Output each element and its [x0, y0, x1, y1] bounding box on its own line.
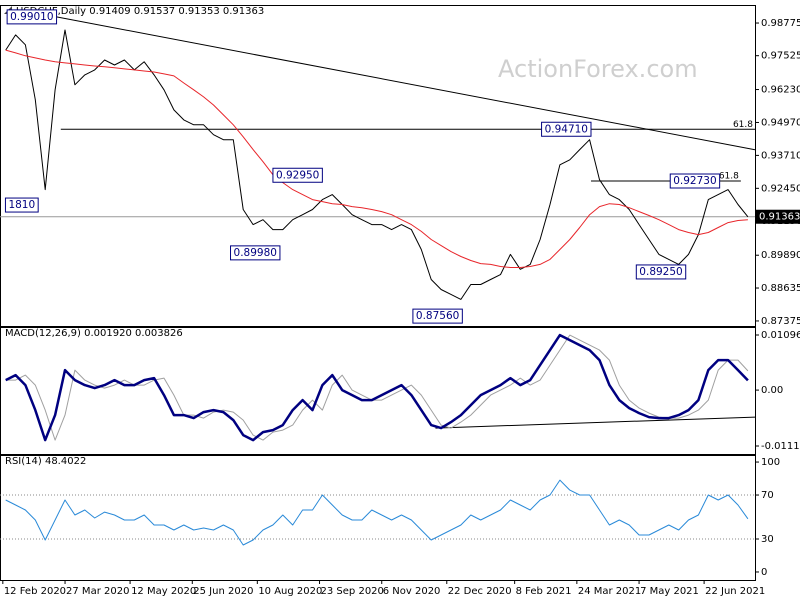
watermark: ActionForex.com [498, 55, 698, 83]
x-tick-label: 8 Feb 2021 [516, 586, 572, 597]
annotation-label: 0.99010 [10, 11, 53, 23]
series-line [5, 334, 749, 441]
x-tick-label: 7 May 2021 [640, 586, 699, 597]
annotation-label: 0.89250 [639, 266, 682, 278]
y-tick-label: 0.93710 [761, 150, 800, 161]
panel-frame [0, 455, 756, 581]
y-tick-label: 0.89890 [761, 250, 800, 261]
annotation-label: 0.92950 [276, 169, 319, 181]
panel-frame [0, 5, 756, 327]
annotation-label: 0.94710 [545, 123, 588, 135]
y-tick-label: 0.87375 [761, 316, 800, 327]
y-tick-label: 0.97525 [761, 51, 800, 62]
annotation-label: 0.92730 [673, 175, 716, 187]
y-tick-label: -0.011127 [761, 441, 800, 452]
y-tick-label: 30 [761, 534, 774, 545]
annotation-box [412, 308, 463, 324]
series-line [5, 333, 749, 442]
series-line [5, 479, 749, 546]
annotation-box [272, 167, 323, 183]
x-tick-label: 12 May 2020 [131, 586, 196, 597]
y-tick-label: 0 [761, 567, 767, 578]
series-line [5, 49, 748, 268]
y-tick-label: 0.88635 [761, 283, 800, 294]
y-tick-label: 100 [761, 457, 780, 468]
fib-label: 61.8 [719, 172, 739, 182]
x-tick-label: 12 Feb 2020 [4, 586, 66, 597]
annotation-box [541, 121, 592, 137]
x-tick-label: 25 Jun 2020 [193, 586, 253, 597]
x-tick-label: 23 Sep 2020 [321, 586, 384, 597]
x-tick-label: 22 Jun 2021 [705, 586, 765, 597]
fib-label: 61.8 [733, 120, 753, 130]
panel-title: MACD(12,26,9) 0.001920 0.003826 [5, 328, 183, 339]
panel-title: RSI(14) 48.4022 [5, 456, 86, 467]
annotation-box [230, 245, 281, 261]
annotation-box [4, 197, 39, 213]
y-tick-label: 0.98775 [761, 18, 800, 29]
last-price-label: 0.91363 [759, 212, 800, 223]
series-line [5, 29, 749, 300]
y-tick-label: 0.94970 [761, 117, 800, 128]
trend-line [435, 416, 756, 429]
y-tick-label: 0.010967 [761, 330, 800, 341]
annotation-label: 1810 [8, 199, 35, 211]
annotation-box [669, 173, 721, 189]
x-tick-label: 10 Aug 2020 [258, 586, 322, 597]
x-tick-label: 27 Mar 2020 [66, 586, 129, 597]
annotation-label: 0.89980 [234, 247, 277, 259]
x-tick-label: 22 Dec 2020 [448, 586, 512, 597]
annotation-label: 0.87560 [416, 310, 459, 322]
annotation-box [6, 9, 58, 25]
x-tick-label: 24 Mar 2021 [578, 586, 641, 597]
annotation-box [635, 264, 687, 280]
last-price-box [756, 209, 800, 224]
y-tick-label: 0.96230 [761, 85, 800, 96]
panel-title: USDCHF,Daily 0.91409 0.91537 0.91353 0.9… [16, 6, 264, 17]
panel-frame [0, 327, 756, 455]
x-tick-label: 6 Nov 2020 [383, 586, 441, 597]
y-tick-label: 0.92450 [761, 183, 800, 194]
y-tick-label: 0.00 [761, 385, 783, 396]
y-tick-label: 70 [761, 490, 774, 501]
trend-line [56, 16, 756, 151]
